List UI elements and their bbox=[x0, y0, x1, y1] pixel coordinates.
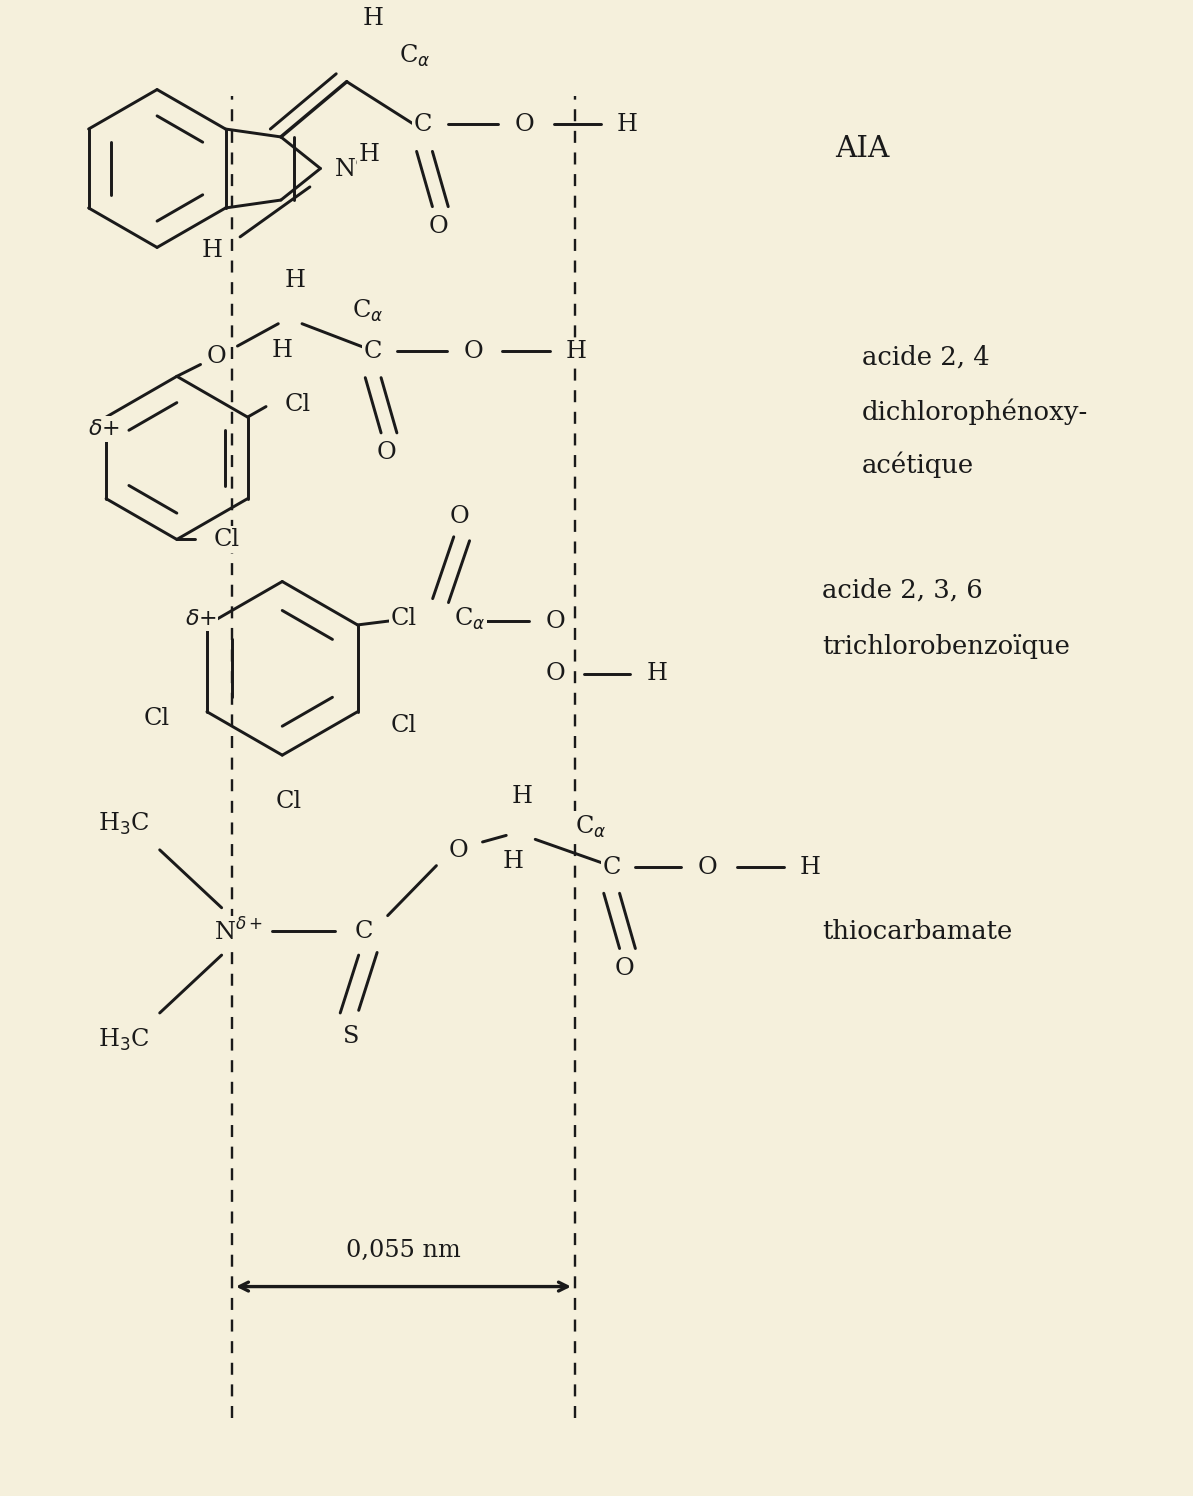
Text: H: H bbox=[512, 784, 532, 808]
Text: acétique: acétique bbox=[863, 452, 975, 477]
Text: O: O bbox=[463, 340, 483, 364]
Text: AIA: AIA bbox=[835, 135, 889, 163]
Text: O: O bbox=[545, 610, 565, 633]
Text: H: H bbox=[202, 239, 223, 262]
Text: O: O bbox=[377, 441, 396, 464]
Text: $\delta$+: $\delta$+ bbox=[88, 417, 120, 440]
Text: H: H bbox=[617, 112, 638, 136]
Text: Cl: Cl bbox=[390, 607, 416, 630]
Text: H: H bbox=[502, 850, 524, 874]
Text: N$^{\delta+}$: N$^{\delta+}$ bbox=[215, 919, 264, 945]
Text: C$_\alpha$: C$_\alpha$ bbox=[453, 606, 486, 631]
Text: C$_\alpha$: C$_\alpha$ bbox=[352, 298, 383, 323]
Text: C$_\alpha$: C$_\alpha$ bbox=[575, 814, 606, 839]
Text: $\delta$+: $\delta$+ bbox=[185, 607, 216, 630]
Text: H: H bbox=[359, 142, 379, 166]
Text: C: C bbox=[354, 920, 373, 942]
Text: Cl: Cl bbox=[390, 714, 416, 736]
Text: trichlorobenzoïque: trichlorobenzoïque bbox=[822, 634, 1070, 658]
Text: O: O bbox=[206, 346, 227, 368]
Text: Cl: Cl bbox=[276, 790, 302, 812]
Text: O: O bbox=[614, 957, 635, 980]
Text: Cl: Cl bbox=[285, 392, 310, 416]
Text: H: H bbox=[363, 7, 384, 30]
Text: dichlorophénoxy-: dichlorophénoxy- bbox=[863, 399, 1088, 425]
Text: Cl: Cl bbox=[144, 708, 169, 730]
Text: S: S bbox=[342, 1025, 359, 1049]
Text: N$^{\delta+}$: N$^{\delta+}$ bbox=[334, 156, 383, 183]
Text: Cl: Cl bbox=[214, 528, 240, 551]
Text: H: H bbox=[647, 663, 667, 685]
Text: 0,055 nm: 0,055 nm bbox=[346, 1239, 460, 1261]
Text: C: C bbox=[602, 856, 620, 878]
Text: H$_3$C: H$_3$C bbox=[98, 1026, 150, 1053]
Text: C: C bbox=[364, 340, 382, 364]
Text: H: H bbox=[565, 340, 587, 364]
Text: H: H bbox=[801, 856, 821, 878]
Text: thiocarbamate: thiocarbamate bbox=[822, 919, 1013, 944]
Text: O: O bbox=[514, 112, 534, 136]
Text: H$_3$C: H$_3$C bbox=[98, 811, 150, 836]
Text: O: O bbox=[698, 856, 718, 878]
Text: acide 2, 3, 6: acide 2, 3, 6 bbox=[822, 577, 983, 601]
Text: O: O bbox=[429, 215, 449, 238]
Text: H: H bbox=[272, 338, 292, 362]
Text: C: C bbox=[414, 112, 432, 136]
Text: acide 2, 4: acide 2, 4 bbox=[863, 344, 990, 370]
Text: C$_\alpha$: C$_\alpha$ bbox=[400, 42, 431, 69]
Text: O: O bbox=[449, 504, 469, 528]
Text: O: O bbox=[449, 838, 469, 862]
Text: O: O bbox=[545, 663, 565, 685]
Text: H: H bbox=[285, 269, 305, 292]
